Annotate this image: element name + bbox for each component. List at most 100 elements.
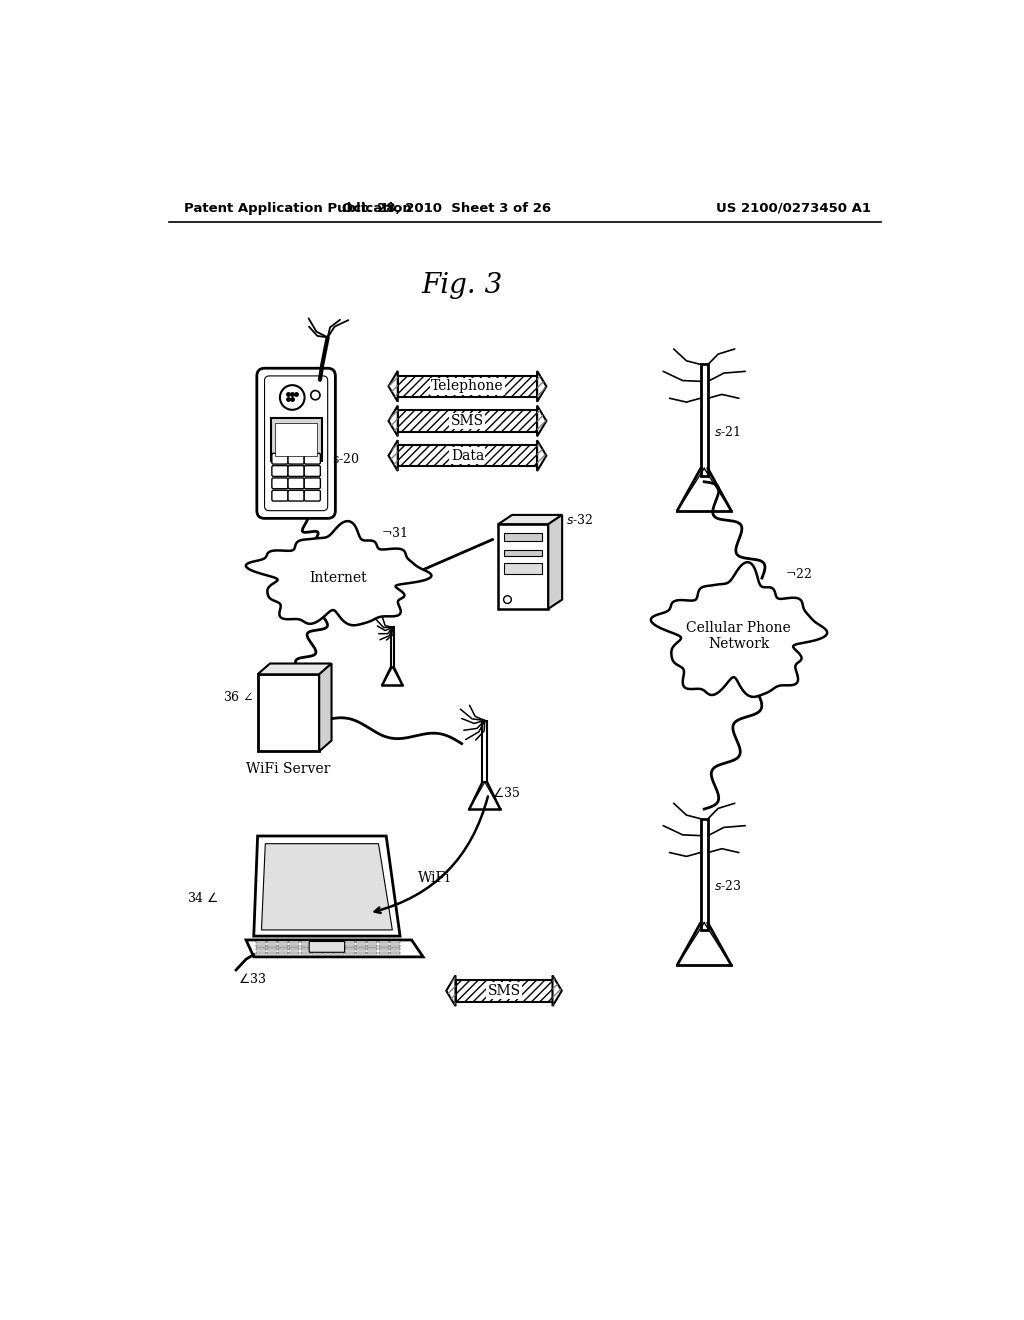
FancyBboxPatch shape <box>279 949 289 950</box>
Text: SMS: SMS <box>487 983 520 998</box>
FancyBboxPatch shape <box>379 952 388 954</box>
Polygon shape <box>246 940 423 957</box>
FancyBboxPatch shape <box>256 952 266 954</box>
Text: Oct. 28, 2010  Sheet 3 of 26: Oct. 28, 2010 Sheet 3 of 26 <box>342 202 551 215</box>
FancyBboxPatch shape <box>290 945 299 946</box>
Text: WiFi: WiFi <box>419 871 451 886</box>
Polygon shape <box>397 445 538 466</box>
FancyBboxPatch shape <box>334 949 344 950</box>
FancyBboxPatch shape <box>304 490 321 502</box>
FancyBboxPatch shape <box>334 941 344 944</box>
FancyBboxPatch shape <box>700 818 708 931</box>
Polygon shape <box>538 405 547 437</box>
FancyBboxPatch shape <box>700 364 708 477</box>
FancyBboxPatch shape <box>345 952 355 954</box>
FancyBboxPatch shape <box>391 627 394 668</box>
Circle shape <box>280 385 304 409</box>
FancyBboxPatch shape <box>288 478 304 488</box>
FancyBboxPatch shape <box>258 675 319 751</box>
FancyBboxPatch shape <box>368 945 378 946</box>
FancyBboxPatch shape <box>368 952 378 954</box>
Text: WiFi Server: WiFi Server <box>246 762 331 776</box>
FancyBboxPatch shape <box>356 945 367 946</box>
Text: $s$-32: $s$-32 <box>566 512 593 527</box>
FancyBboxPatch shape <box>390 949 399 950</box>
Circle shape <box>310 391 319 400</box>
Polygon shape <box>446 975 456 1006</box>
FancyBboxPatch shape <box>304 478 321 488</box>
FancyBboxPatch shape <box>256 941 266 944</box>
FancyBboxPatch shape <box>311 949 322 950</box>
FancyBboxPatch shape <box>301 945 310 946</box>
Text: $\mathdefault{\neg}$22: $\mathdefault{\neg}$22 <box>785 568 812 581</box>
FancyBboxPatch shape <box>323 949 333 950</box>
FancyBboxPatch shape <box>379 941 388 944</box>
FancyBboxPatch shape <box>482 721 487 781</box>
Polygon shape <box>548 515 562 609</box>
FancyBboxPatch shape <box>390 945 399 946</box>
FancyBboxPatch shape <box>304 453 321 465</box>
FancyBboxPatch shape <box>267 952 278 954</box>
FancyBboxPatch shape <box>311 945 322 946</box>
FancyBboxPatch shape <box>345 945 355 946</box>
FancyBboxPatch shape <box>334 952 344 954</box>
FancyBboxPatch shape <box>311 941 322 944</box>
FancyBboxPatch shape <box>288 453 304 465</box>
Polygon shape <box>254 836 400 936</box>
Polygon shape <box>499 515 562 524</box>
FancyBboxPatch shape <box>301 952 310 954</box>
Text: $\angle$33: $\angle$33 <box>239 973 266 986</box>
FancyBboxPatch shape <box>301 941 310 944</box>
FancyBboxPatch shape <box>356 949 367 950</box>
FancyBboxPatch shape <box>288 466 304 477</box>
FancyBboxPatch shape <box>304 466 321 477</box>
FancyBboxPatch shape <box>290 949 299 950</box>
Polygon shape <box>538 441 547 471</box>
Polygon shape <box>261 843 392 929</box>
Text: SMS: SMS <box>451 414 484 428</box>
Circle shape <box>504 595 511 603</box>
FancyBboxPatch shape <box>279 952 289 954</box>
Polygon shape <box>388 405 397 437</box>
Text: US 2100/0273450 A1: US 2100/0273450 A1 <box>716 202 870 215</box>
Text: $\angle$35: $\angle$35 <box>493 785 520 800</box>
Polygon shape <box>319 664 332 751</box>
Polygon shape <box>397 376 538 397</box>
FancyBboxPatch shape <box>301 949 310 950</box>
FancyBboxPatch shape <box>505 550 542 557</box>
Text: Patent Application Publication: Patent Application Publication <box>184 202 413 215</box>
FancyBboxPatch shape <box>368 941 378 944</box>
FancyBboxPatch shape <box>271 478 288 488</box>
Polygon shape <box>397 411 538 432</box>
FancyBboxPatch shape <box>279 945 289 946</box>
FancyBboxPatch shape <box>256 949 266 950</box>
FancyBboxPatch shape <box>390 952 399 954</box>
FancyBboxPatch shape <box>390 941 399 944</box>
Text: $s$-23: $s$-23 <box>714 879 741 894</box>
FancyBboxPatch shape <box>323 945 333 946</box>
Polygon shape <box>258 664 332 675</box>
Text: $s$-21: $s$-21 <box>714 425 740 438</box>
FancyBboxPatch shape <box>356 952 367 954</box>
FancyBboxPatch shape <box>257 368 336 519</box>
FancyBboxPatch shape <box>271 453 288 465</box>
FancyBboxPatch shape <box>505 564 542 574</box>
FancyBboxPatch shape <box>334 945 344 946</box>
FancyBboxPatch shape <box>275 422 316 457</box>
FancyBboxPatch shape <box>499 524 548 609</box>
FancyBboxPatch shape <box>311 952 322 954</box>
FancyBboxPatch shape <box>505 533 542 541</box>
FancyBboxPatch shape <box>271 466 288 477</box>
Text: 36 $\mathdefault{\angle}$: 36 $\mathdefault{\angle}$ <box>223 690 254 705</box>
FancyBboxPatch shape <box>345 941 355 944</box>
Text: Internet: Internet <box>309 572 368 585</box>
Polygon shape <box>246 521 431 626</box>
Polygon shape <box>456 979 553 1002</box>
FancyBboxPatch shape <box>379 949 388 950</box>
FancyBboxPatch shape <box>267 941 278 944</box>
Polygon shape <box>651 562 827 697</box>
FancyBboxPatch shape <box>256 945 266 946</box>
Text: 34 $\angle$: 34 $\angle$ <box>187 891 219 904</box>
Text: Cellular Phone
Network: Cellular Phone Network <box>686 620 792 651</box>
Text: $\mathdefault{\neg}$31: $\mathdefault{\neg}$31 <box>381 527 408 540</box>
